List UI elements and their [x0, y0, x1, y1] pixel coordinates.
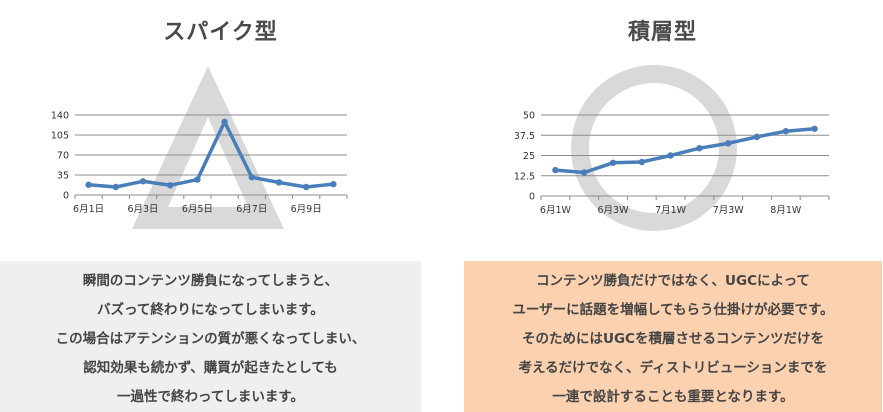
- data-point: [609, 159, 617, 166]
- stacked-description-box: コンテンツ勝負だけではなく、UGCによって ユーザーに話題を増幅してもらう仕掛け…: [464, 261, 882, 412]
- x-tick-label: 6月1日: [73, 204, 104, 215]
- stacked-title: 積層型: [627, 20, 697, 45]
- x-tick-label: 6月7日: [236, 204, 267, 215]
- data-point: [221, 118, 228, 126]
- x-tick-label: 6月1W: [540, 205, 572, 216]
- data-point: [782, 128, 789, 135]
- x-tick-label: 6月9日: [291, 204, 322, 215]
- stacked-description-line: 考えるだけでなく、ディストリビューションまでを: [518, 360, 828, 376]
- spike-line-chart: 0 35 70 105 140 6月1日 6月3日 6月5日 6月7日 6月9日: [51, 66, 348, 229]
- y-tick-label: 70: [57, 151, 69, 162]
- stacked-line-chart: 0 12.5 25 37.5 50 6月1W 6月3W 7月1W 7月3W 8月1W: [514, 65, 830, 231]
- spike-description-line: 一過性で終わってしまいます。: [117, 389, 304, 405]
- spike-description-box: 瞬間のコンテンツ勝負になってしまうと、 バズって終わりになってしまいます。 この…: [0, 261, 421, 412]
- data-point: [753, 133, 761, 141]
- stacked-description-line: 一連で設計することも重要となります。: [552, 389, 794, 405]
- y-tick-label: 12.5: [514, 171, 535, 182]
- stacked-description-line: そのためにはUGCを積層させるコンテンツだけを: [522, 331, 824, 347]
- data-point: [638, 158, 645, 166]
- data-point: [552, 166, 559, 174]
- data-point: [725, 140, 732, 147]
- data-point: [248, 174, 255, 181]
- x-tick-label: 6月3W: [598, 205, 630, 216]
- data-point: [167, 182, 174, 189]
- data-point: [581, 169, 588, 176]
- series-line: [553, 127, 817, 175]
- stacked-panel: 積層型 0 12.5 25 37.5 50 6月1W 6月3W 7月1W 7月3W 8月1W コン…: [442, 0, 883, 412]
- y-tick-label: 140: [51, 111, 69, 122]
- x-tick-label: 7月1W: [655, 205, 687, 216]
- y-tick-label: 37.5: [514, 131, 535, 142]
- stacked-description-line: ユーザーに話題を増幅してもらう仕掛けが必要です。: [512, 302, 834, 318]
- data-point: [194, 176, 201, 183]
- y-tick-label: 0: [529, 192, 535, 203]
- data-point: [667, 152, 674, 159]
- data-point: [330, 180, 337, 188]
- series-line: [86, 120, 336, 189]
- y-tick-label: 50: [523, 111, 535, 122]
- x-tick-label: 6月5日: [182, 204, 213, 215]
- data-point: [139, 178, 147, 185]
- spike-description-line: 認知効果も続かず、購買が起きたとしても: [83, 360, 338, 376]
- y-tick-label: 0: [63, 191, 69, 202]
- spike-description-line: この場合はアテンションの質が悪くなってしまい、: [55, 331, 366, 347]
- spike-panel: スパイク型 0 35 70 105 140 6月1日 6月3日 6月5日 6月7日 6月9日 瞬間…: [0, 0, 441, 412]
- x-tick-label: 7月3W: [713, 205, 745, 216]
- y-tick-label: 25: [523, 151, 535, 162]
- stacked-description-line: コンテンツ勝負だけではなく、UGCによって: [536, 273, 810, 289]
- x-tick-label: 6月3日: [127, 204, 158, 215]
- data-point: [112, 183, 120, 191]
- ring-shape: [571, 65, 737, 231]
- y-tick-label: 35: [57, 171, 69, 182]
- data-point: [85, 181, 92, 188]
- spike-title: スパイク型: [163, 20, 278, 45]
- y-tick-label: 105: [51, 131, 69, 142]
- data-point: [275, 179, 283, 186]
- data-point: [811, 125, 818, 132]
- spike-description-line: 瞬間のコンテンツ勝負になってしまうと、: [82, 273, 339, 289]
- x-tick-label: 8月1W: [770, 205, 802, 216]
- spike-description-line: バズって終わりになってしまいます。: [97, 302, 324, 318]
- data-point: [303, 183, 310, 191]
- data-point: [696, 145, 703, 152]
